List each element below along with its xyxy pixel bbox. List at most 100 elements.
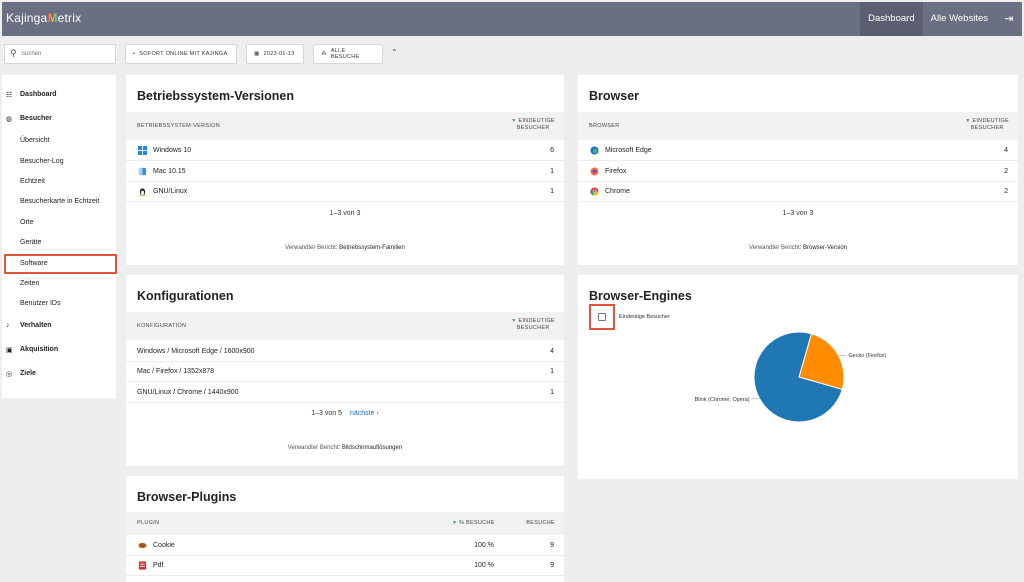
row-value: 1 [550, 168, 554, 175]
sidebar-item-software[interactable]: Software [20, 260, 48, 267]
sidebar-item-realtime-map[interactable]: Besucherkarte in Echtzeit [20, 198, 100, 205]
related-report: Verwandter Bericht: Bildschirmauflösunge… [126, 445, 564, 451]
related-report-link[interactable]: Browser-Version [803, 245, 848, 251]
logo[interactable]: KajingaMetrix [6, 11, 81, 25]
table-header: PLUGIN ▼ % BESUCHE BESUCHE [126, 512, 564, 535]
sidebar-item-overview[interactable]: Übersicht [20, 137, 50, 144]
row-label: Windows 10 [153, 147, 192, 154]
header-line: BESUCHER [970, 125, 1004, 131]
column-header[interactable]: BETRIEBSSYSTEM-VERSION [137, 123, 221, 129]
column-header[interactable]: BROWSER [589, 123, 620, 129]
row-label: Chrome [605, 188, 630, 195]
search-input[interactable] [21, 47, 113, 61]
pager: 1–3 von 5 nächste › [126, 410, 564, 417]
table-row[interactable]: GNU/Linux 1 [126, 182, 564, 202]
row-value: 2 [1004, 168, 1008, 175]
firefox-icon [590, 167, 599, 176]
sidebar-label: Verhalten [20, 322, 52, 329]
sidebar-item-locations[interactable]: Orte [20, 219, 34, 226]
pie-slice[interactable] [798, 333, 845, 391]
collapse-chevron-icon[interactable]: ⌃ [391, 48, 398, 57]
row-label: Mac / Firefox / 1352x878 [137, 368, 215, 375]
sidebar: ☷ Dashboard ◍ Besucher Übersicht Besuche… [2, 75, 116, 398]
sidebar-item-realtime[interactable]: Echtzeit [20, 178, 45, 185]
table-row[interactable]: Windows 10 6 [126, 141, 564, 161]
column-header[interactable]: KONFIGURATION [137, 323, 187, 329]
table-row[interactable]: Cookie 100 % 9 [126, 536, 564, 556]
table-row[interactable]: Pdf 100 % 9 [126, 556, 564, 576]
top-bar: KajingaMetrix Dashboard Alle Websites ⇥ [2, 2, 1022, 36]
table-row[interactable]: Mac / Firefox / 1352x878 1 [126, 362, 564, 382]
column-header-sorted[interactable]: ▼ % BESUCHE [452, 520, 495, 526]
sidebar-label: Ziele [20, 370, 36, 377]
sort-desc-icon: ▼ [452, 520, 459, 526]
table-row[interactable]: Windows / Microsoft Edge / 1600x900 4 [126, 342, 564, 362]
configurations-card: Konfigurationen KONFIGURATION ▼ EINDEUTI… [126, 275, 564, 466]
os-versions-card: Betriebssystem-Versionen BETRIEBSSYSTEM-… [126, 75, 564, 265]
next-page-link[interactable]: nächste › [349, 410, 379, 417]
logo-prefix: Kajinga [6, 11, 48, 25]
column-header-sorted[interactable]: ▼ EINDEUTIGE BESUCHER [511, 318, 555, 332]
card-title: Browser-Engines [589, 289, 692, 303]
table-header: KONFIGURATION ▼ EINDEUTIGE BESUCHER [126, 312, 564, 340]
header-line: BESUCHER [516, 125, 550, 131]
sidebar-item-akquisition[interactable]: ▣ Akquisition [2, 346, 116, 354]
sidebar-item-visitor-log[interactable]: Besucher-Log [20, 158, 64, 165]
pie-chart[interactable]: Blink (Chrome, Opera) Gecko (Firefox) [578, 275, 1018, 479]
column-header-sorted[interactable]: ▼ EINDEUTIGE BESUCHER [511, 118, 555, 132]
pie-slice-label: Gecko (Firefox) [848, 353, 886, 359]
sidebar-item-verhalten[interactable]: ♪ Verhalten [2, 322, 116, 329]
related-report: Verwandter Bericht: Browser-Version [578, 245, 1018, 251]
segment-selector[interactable]: ⁂ ALLE BESUCHE [313, 44, 383, 64]
sidebar-item-devices[interactable]: Geräte [20, 239, 42, 246]
pager-text: 1–3 von 3 [782, 210, 814, 217]
row-label: GNU/Linux / Chrome / 1440x900 [137, 389, 239, 396]
table-row[interactable]: Chrome 2 [578, 182, 1018, 202]
row-label: Windows / Microsoft Edge / 1600x900 [137, 348, 255, 355]
sidebar-item-ziele[interactable]: ◎ Ziele [2, 370, 116, 378]
sidebar-label: Akquisition [20, 346, 59, 353]
search-icon: ⚲ [10, 48, 17, 58]
table-header: BROWSER ▼ EINDEUTIGE BESUCHER [578, 112, 1018, 140]
sidebar-item-besucher[interactable]: ◍ Besucher [2, 115, 116, 123]
sort-desc-icon: ▼ [965, 118, 973, 124]
row-value: 1 [550, 368, 554, 375]
header-line: EINDEUTIGE [518, 318, 555, 324]
table-row[interactable]: Firefox 2 [578, 162, 1018, 182]
date-label: 2023-01-13 [263, 51, 295, 57]
search-box[interactable]: ⚲ [4, 44, 116, 64]
column-header[interactable]: BESUCHE [526, 520, 555, 526]
legend-toggle-highlight[interactable] [589, 304, 615, 330]
table-row[interactable]: Microsoft Edge 4 [578, 141, 1018, 161]
related-report: Verwandter Bericht: Betriebssystem-Famil… [126, 245, 564, 251]
sidebar-item-dashboard[interactable]: ☷ Dashboard [2, 91, 116, 99]
row-value: 2 [1004, 188, 1008, 195]
row-value: 4 [1004, 147, 1008, 154]
table-row[interactable]: Mac 10.15 1 [126, 162, 564, 182]
card-title: Browser [589, 89, 640, 103]
acquisition-icon: ▣ [6, 347, 13, 354]
related-prefix: Verwandter Bericht: [285, 245, 338, 251]
nav-all-websites[interactable]: Alle Websites [930, 13, 988, 24]
column-header[interactable]: PLUGIN [137, 520, 160, 526]
sidebar-item-user-ids[interactable]: Benutzer IDs [20, 300, 61, 307]
row-label: Cookie [153, 542, 175, 549]
row-label: Pdf [153, 562, 164, 569]
row-value: 6 [550, 147, 554, 154]
related-report-link[interactable]: Betriebssystem-Familien [339, 245, 405, 251]
header-line: BESUCHER [516, 325, 550, 331]
column-header-sorted[interactable]: ▼ EINDEUTIGE BESUCHER [965, 118, 1009, 132]
nav-dashboard[interactable]: Dashboard [860, 2, 923, 36]
calendar-icon: ▦ [254, 51, 260, 57]
table-row[interactable]: GNU/Linux / Chrome / 1440x900 1 [126, 383, 564, 403]
logout-icon[interactable]: ⇥ [1004, 13, 1014, 25]
segment-icon: ⁂ [321, 51, 327, 57]
online-button[interactable]: • SOFORT ONLINE MIT KAJINGA [125, 44, 237, 64]
pager: 1–3 von 3 [578, 210, 1018, 217]
sidebar-item-times[interactable]: Zeiten [20, 280, 40, 287]
top-nav: Dashboard Alle Websites ⇥ [860, 2, 1022, 36]
card-title: Browser-Plugins [137, 490, 237, 504]
related-report-link[interactable]: Bildschirmauflösungen [341, 445, 403, 451]
pager: 1–3 von 3 [126, 210, 564, 217]
date-selector[interactable]: ▦ 2023-01-13 [246, 44, 304, 64]
